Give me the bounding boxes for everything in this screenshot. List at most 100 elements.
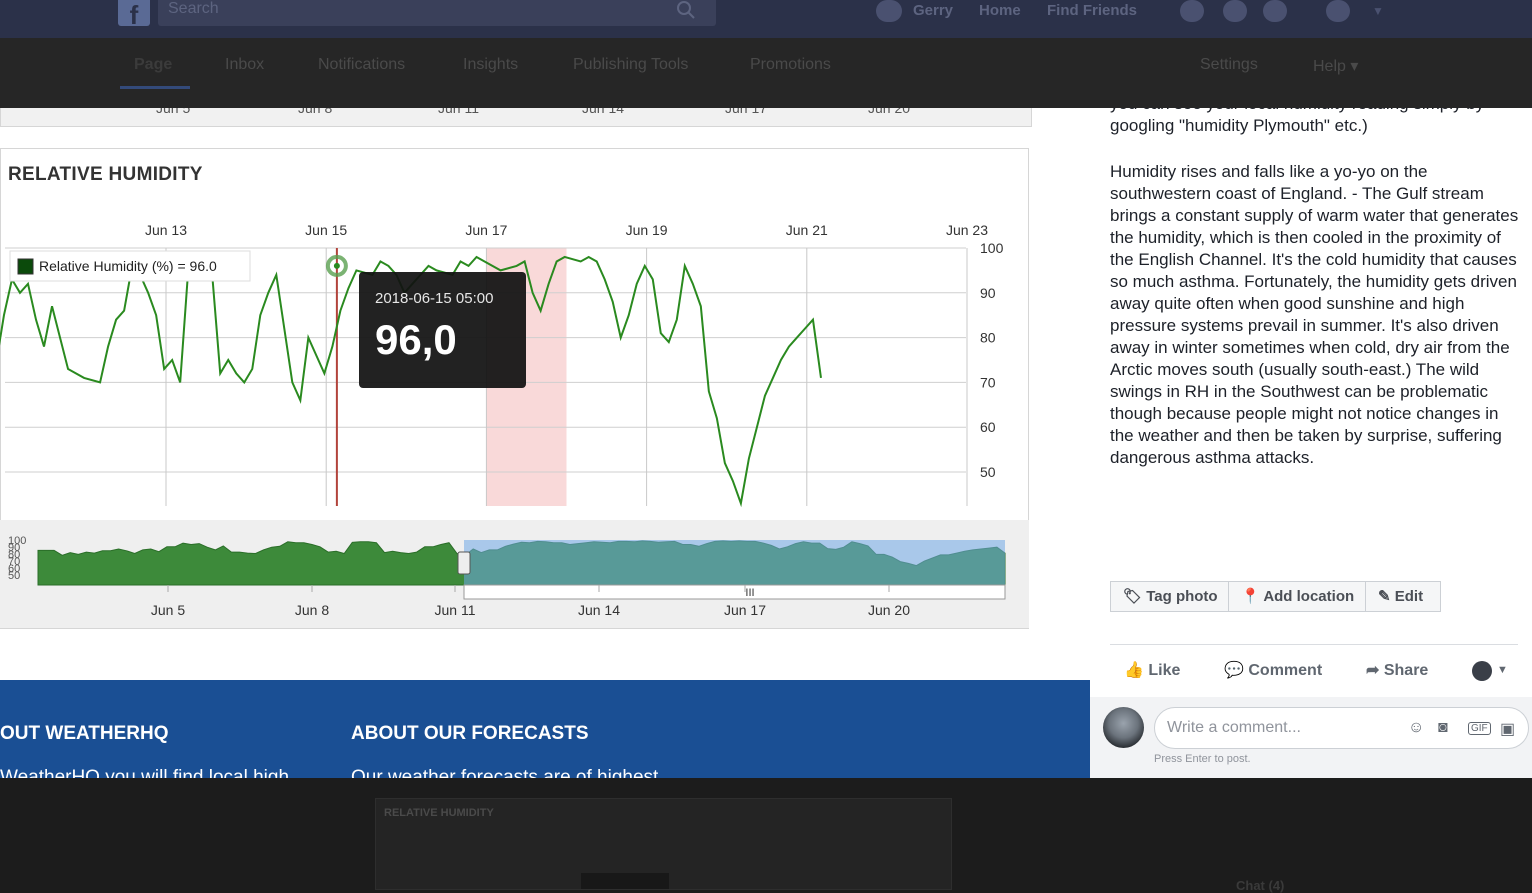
y-tick-label: 70 (980, 374, 996, 390)
post-text: Humidity rises and falls like a yo-yo on… (1110, 162, 1519, 467)
help-link[interactable]: Help ▾ (1313, 58, 1359, 75)
x-tick-label: Jun 15 (305, 222, 347, 238)
y-tick-label: 50 (980, 464, 996, 480)
background-tooltip (581, 873, 669, 889)
search-icon[interactable] (676, 0, 696, 20)
account-menu-chevron-icon[interactable]: ▼ (1372, 4, 1384, 18)
x-tick-label: Jun 13 (145, 222, 187, 238)
chart-title: RELATIVE HUMIDITY (8, 164, 203, 185)
camera-icon[interactable]: ◙ (1438, 719, 1448, 736)
background-chart-title: RELATIVE HUMIDITY (384, 807, 494, 819)
emoji-icon[interactable]: ☺ (1408, 719, 1425, 736)
add-location-button[interactable]: 📍 Add location (1228, 581, 1366, 612)
tab-notifications[interactable]: Notifications (318, 56, 406, 73)
navigator-y-label: 90 (8, 542, 20, 554)
tooltip-value: 96,0 (375, 316, 457, 363)
tab-publishing-tools[interactable]: Publishing Tools (573, 56, 689, 73)
navigator-left-handle (457, 551, 471, 575)
pencil-icon: ✎ (1378, 588, 1391, 605)
footer-forecasts-title: ABOUT OUR FORECASTS (351, 723, 589, 744)
find-friends-link[interactable]: Find Friends (1047, 2, 1137, 19)
user-avatar[interactable] (876, 0, 902, 22)
chart-tooltip: 2018-06-15 05:00 96,0 (359, 272, 526, 388)
page-avatar-selector[interactable] (1472, 661, 1492, 681)
old-tick-label: Jun 14 (582, 108, 625, 116)
legend-box (9, 250, 251, 282)
share-button[interactable]: ➦ Share (1366, 660, 1428, 682)
location-pin-icon: 📍 (1241, 588, 1260, 605)
chat-bar[interactable]: Chat (4) (1236, 878, 1285, 893)
navigator-x-label: Jun 20 (868, 602, 910, 618)
previous-chart-ticks: Jun 5 Jun 8 Jun 11 Jun 14 Jun 17 Jun 20 (0, 108, 1030, 116)
y-tick-label: 60 (980, 419, 996, 435)
navigator-x-label: Jun 11 (435, 602, 476, 618)
navigator-x-label: Jun 5 (151, 602, 185, 618)
highlight-point (333, 262, 340, 269)
active-tab-indicator (120, 86, 190, 89)
thumbs-up-icon: 👍 (1124, 662, 1144, 679)
page-tabs-bar (0, 38, 1532, 108)
post-sidebar (1090, 108, 1532, 778)
edit-button[interactable]: ✎ Edit (1365, 581, 1441, 612)
share-arrow-icon: ➦ (1366, 662, 1380, 679)
tab-insights[interactable]: Insights (463, 56, 519, 73)
add-location-label: Add location (1263, 588, 1355, 605)
tab-promotions[interactable]: Promotions (750, 56, 831, 73)
home-link[interactable]: Home (979, 2, 1021, 19)
comment-input[interactable] (1154, 707, 1529, 749)
navigator-selection (464, 540, 1005, 585)
tag-photo-button[interactable]: 🏷 Tag photo (1110, 581, 1229, 612)
legend-swatch (17, 258, 34, 275)
chevron-down-icon[interactable]: ▼ (1497, 664, 1508, 676)
user-link[interactable]: Gerry (913, 2, 954, 19)
navigator-y-label: 80 (8, 549, 20, 561)
navigator-scrollbar (463, 584, 1006, 600)
x-tick-label: Jun 19 (626, 222, 668, 238)
x-tick-label: Jun 21 (786, 222, 828, 238)
divider (1110, 644, 1518, 645)
y-tick-label: 80 (980, 330, 996, 346)
comment-button[interactable]: 💬 Comment (1224, 660, 1322, 682)
old-tick-label: Jun 8 (298, 108, 333, 116)
sticker-icon[interactable]: ▣ (1500, 721, 1516, 738)
site-footer (0, 680, 1090, 778)
messenger-icon[interactable] (1223, 0, 1247, 22)
comment-placeholder: Write a comment... (1167, 719, 1301, 736)
navigator-x-label: Jun 17 (724, 602, 766, 618)
old-tick-label: Jun 11 (438, 108, 479, 116)
y-tick-label: 90 (980, 285, 996, 301)
old-tick-label: Jun 5 (156, 108, 191, 116)
x-tick-label: Jun 23 (946, 222, 988, 238)
tab-inbox[interactable]: Inbox (225, 56, 265, 73)
navigator-x-label: Jun 14 (578, 602, 620, 618)
navigator-y-label: 70 (8, 556, 20, 568)
gif-icon[interactable]: GIF (1468, 722, 1491, 735)
facebook-logo[interactable]: f (118, 0, 150, 30)
friend-requests-icon[interactable] (1180, 0, 1204, 22)
tooltip-date: 2018-06-15 05:00 (375, 290, 494, 307)
search-input[interactable] (158, 0, 716, 26)
settings-link[interactable]: Settings (1200, 56, 1258, 73)
tag-photo-label: Tag photo (1146, 588, 1218, 605)
navigator-y-label: 100 (8, 535, 26, 547)
previous-chart-axis (0, 108, 1032, 127)
old-tick-label: Jun 20 (868, 108, 911, 116)
avatar[interactable] (1103, 707, 1144, 748)
legend-label: Relative Humidity (%) = 96.0 (39, 258, 217, 274)
tag-icon: 🏷 (1123, 588, 1143, 605)
search-placeholder: Search (168, 0, 219, 17)
footer-forecasts-text: Our weather forecasts are of highest (351, 768, 681, 778)
post-text-clip: you can see your local humidity reading … (1090, 108, 1532, 148)
humidity-chart[interactable]: Jun 13 Jun 15 Jun 17 Jun 19 Jun 21 Jun 23 100… (0, 148, 1030, 630)
highlight-point-marker (325, 254, 348, 277)
tab-page[interactable]: Page (134, 56, 173, 73)
help-icon[interactable] (1326, 0, 1350, 22)
edit-label: Edit (1394, 588, 1424, 605)
notifications-icon[interactable] (1263, 0, 1287, 22)
x-tick-label: Jun 17 (465, 222, 507, 238)
navigator-y-label: 60 (8, 563, 20, 575)
old-tick-label: Jun 17 (725, 108, 768, 116)
y-tick-label: 100 (980, 240, 1004, 256)
like-button[interactable]: 👍 Like (1124, 660, 1180, 682)
like-label: Like (1148, 662, 1181, 679)
